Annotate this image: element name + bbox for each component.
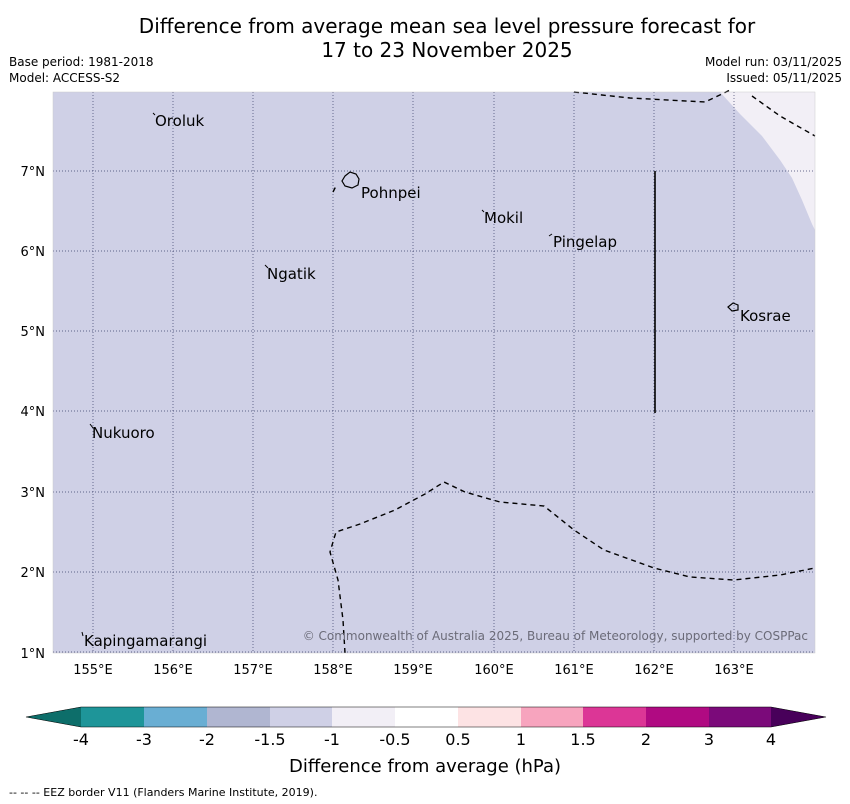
colorbar-title: Difference from average (hPa)	[289, 756, 561, 777]
nukuoro-marker	[89, 423, 94, 429]
footer-note: -- -- -- EEZ border V11 (Flanders Marine…	[9, 786, 318, 799]
place-ngatik: Ngatik	[267, 265, 316, 283]
eez-border-top-right	[751, 95, 816, 137]
place-pingelap: Pingelap	[553, 233, 617, 251]
longitude-labels: 155°E 156°E 157°E 158°E 159°E 160°E 161°…	[73, 663, 754, 678]
kapingamarangi-marker	[81, 631, 84, 637]
colorbar-segment	[583, 707, 646, 727]
eez-border-south	[329, 481, 816, 654]
lon-label: 157°E	[233, 663, 273, 678]
place-pohnpei: Pohnpei	[361, 184, 421, 202]
pohnpei-island	[341, 171, 360, 189]
colorbar-label: 4	[766, 730, 776, 749]
model-run: Model run: 03/11/2025	[704, 55, 842, 69]
colorbar-segment	[144, 707, 207, 727]
pingelap-marker	[548, 233, 553, 237]
colorbar-label: 0.5	[445, 730, 470, 749]
eez-borders	[329, 89, 816, 654]
colorbar-segment	[207, 707, 270, 727]
place-kapingamarangi: Kapingamarangi	[84, 632, 207, 650]
lat-label: 6°N	[21, 245, 46, 260]
colorbar-label: -3	[136, 730, 152, 749]
meta-right: Model run: 03/11/2025 Issued: 05/11/2025	[705, 54, 842, 86]
colorbar-labels: -4 -3 -2 -1.5 -1 -0.5 0.5 1 1.5 2 3 4	[73, 730, 776, 749]
place-oroluk: Oroluk	[155, 112, 204, 130]
colorbar-segment	[521, 707, 583, 727]
map-frame	[52, 91, 816, 654]
lat-label: 3°N	[21, 486, 46, 501]
model-name: Model: ACCESS-S2	[9, 71, 121, 85]
colorbar-segment	[395, 707, 458, 727]
map-light-region	[720, 92, 815, 230]
colorbar-label: -2	[199, 730, 215, 749]
lon-label: 158°E	[313, 663, 353, 678]
colorbar-segment	[81, 707, 144, 727]
map-title: Difference from average mean sea level p…	[0, 14, 850, 62]
lon-label: 155°E	[73, 663, 113, 678]
graticule	[53, 92, 815, 653]
colorbar-outline	[25, 706, 827, 728]
lat-label: 2°N	[21, 566, 46, 581]
lon-label: 161°E	[554, 663, 594, 678]
colorbar-segment	[270, 707, 332, 727]
colorbar-extend-low	[26, 707, 81, 727]
lat-label: 1°N	[21, 647, 46, 662]
base-period: Base period: 1981-2018	[9, 55, 154, 69]
lat-label: 7°N	[21, 165, 46, 180]
place-kosrae: Kosrae	[740, 307, 791, 325]
lon-label: 159°E	[393, 663, 433, 678]
lat-label: 5°N	[21, 325, 46, 340]
colorbar-segment	[646, 707, 709, 727]
latitude-labels: 7°N 6°N 5°N 4°N 3°N 2°N 1°N	[21, 165, 46, 662]
atoll-markers	[81, 112, 553, 637]
map-background	[53, 92, 815, 653]
colorbar-label: -4	[73, 730, 89, 749]
title-line-2: 17 to 23 November 2025	[321, 38, 573, 62]
ngatik-marker	[264, 264, 269, 269]
colorbar-label: 1.5	[570, 730, 595, 749]
oroluk-marker	[152, 112, 156, 116]
meta-left: Base period: 1981-2018 Model: ACCESS-S2	[9, 54, 154, 86]
copyright-note: © Commonwealth of Australia 2025, Bureau…	[303, 629, 808, 643]
colorbar-extend-high	[771, 707, 826, 727]
kosrae-island	[727, 302, 739, 312]
issued-date: Issued: 05/11/2025	[726, 71, 842, 85]
place-nukuoro: Nukuoro	[92, 424, 155, 442]
colorbar-segment	[332, 707, 395, 727]
colorbar	[25, 706, 827, 728]
colorbar-label: 3	[704, 730, 714, 749]
colorbar-label: -1.5	[254, 730, 285, 749]
colorbar-label: 2	[641, 730, 651, 749]
eez-border-pohnpei	[332, 185, 337, 193]
colorbar-label: -1	[324, 730, 340, 749]
colorbar-segment	[709, 707, 771, 727]
eez-border-top	[573, 89, 731, 103]
colorbar-label: -0.5	[379, 730, 410, 749]
lon-label: 156°E	[153, 663, 193, 678]
place-mokil: Mokil	[484, 209, 523, 227]
colorbar-segment	[458, 707, 521, 727]
lat-label: 4°N	[21, 405, 46, 420]
lon-label: 162°E	[634, 663, 674, 678]
colorbar-label: 1	[516, 730, 526, 749]
title-line-1: Difference from average mean sea level p…	[138, 14, 756, 38]
mokil-marker	[481, 209, 485, 213]
lon-label: 160°E	[474, 663, 514, 678]
lon-label: 163°E	[714, 663, 754, 678]
